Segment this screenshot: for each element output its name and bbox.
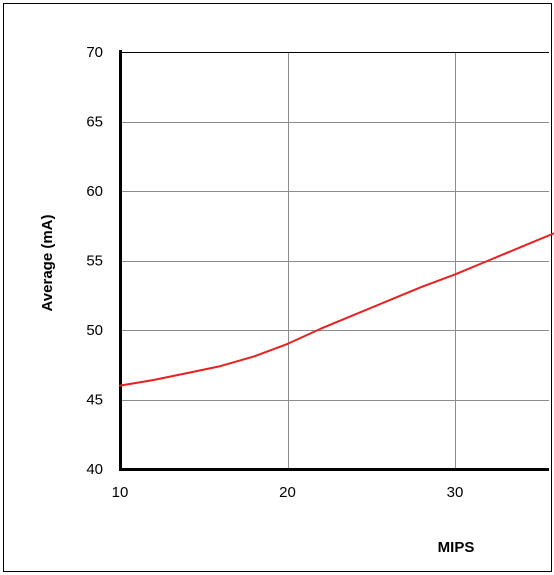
y-tick-label: 55 xyxy=(86,253,103,270)
axes xyxy=(119,50,549,471)
tick-labels: 40 45 50 55 60 65 70 10 20 30 xyxy=(86,44,463,501)
y-axis-title: Average (mA) xyxy=(39,215,56,312)
x-tick-label: 10 xyxy=(112,484,129,501)
x-tick-label: 20 xyxy=(279,484,296,501)
y-tick-label: 70 xyxy=(86,44,103,61)
chart-frame xyxy=(3,3,552,572)
y-tick-label: 60 xyxy=(86,183,103,200)
grid xyxy=(120,52,549,469)
y-tick-label: 65 xyxy=(86,114,103,131)
y-tick-label: 45 xyxy=(86,392,103,409)
y-tick-label: 40 xyxy=(86,461,103,478)
series-layer xyxy=(119,232,554,387)
x-tick-label: 30 xyxy=(447,484,464,501)
series-line xyxy=(119,232,554,387)
y-tick-label: 50 xyxy=(86,322,103,339)
x-axis-title: MIPS xyxy=(438,539,475,556)
